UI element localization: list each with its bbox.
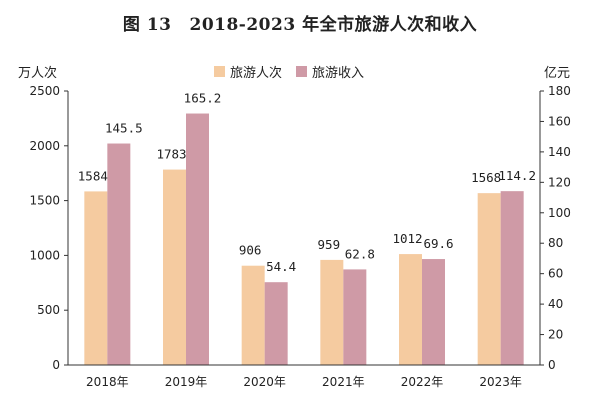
right-tick-label: 40 [548,297,563,311]
bar-revenue [422,259,445,365]
right-tick-label: 20 [548,328,563,342]
bar-visitors [320,259,344,365]
bar-visitors [241,265,265,365]
left-tick-label: 1500 [29,194,60,208]
x-tick-label: 2022年 [401,375,444,389]
x-tick-label: 2023年 [479,375,522,389]
data-label-visitors: 1012 [392,231,422,246]
title-text: 2018-2023 年全市旅游人次和收入 [189,15,478,35]
data-label-visitors: 1584 [78,168,108,183]
bar-visitors [477,193,501,365]
data-label-revenue: 62.8 [345,246,375,261]
bar-visitors [163,169,186,365]
bar-revenue [107,143,131,365]
left-tick-label: 0 [52,358,60,372]
bar-visitors [84,191,108,365]
data-label-revenue: 69.6 [423,236,453,251]
bar-revenue [264,282,288,365]
legend-swatch-visitors [214,66,225,77]
data-label-visitors: 906 [239,243,262,258]
left-tick-label: 500 [37,303,60,317]
left-tick-label: 1000 [29,248,60,262]
right-axis-unit: 亿元 [544,66,571,81]
x-tick-label: 2018年 [86,375,129,389]
x-tick-label: 2021年 [322,375,365,389]
legend-label-visitors: 旅游人次 [230,66,283,81]
legend-item-revenue: 旅游收入 [296,62,364,81]
left-tick-label: 2000 [29,139,60,153]
right-tick-label: 120 [548,175,571,189]
right-tick-label: 100 [548,206,571,220]
legend: 旅游人次 旅游收入 [214,62,364,81]
data-label-revenue: 114.2 [498,168,536,183]
bar-revenue [343,269,367,365]
legend-label-revenue: 旅游收入 [312,66,365,81]
bar-revenue [186,113,209,365]
right-tick-label: 0 [548,358,556,372]
legend-swatch-revenue [296,66,308,77]
right-tick-label: 180 [548,84,571,98]
left-axis-unit: 万人次 [18,66,58,81]
right-tick-label: 160 [548,114,571,128]
left-tick-label: 2500 [29,84,60,98]
data-label-revenue: 165.2 [184,91,222,106]
x-tick-label: 2020年 [243,375,286,389]
bar-revenue [500,191,524,365]
right-tick-label: 60 [548,267,563,281]
chart-title: 图 13 2018-2023 年全市旅游人次和收入 [0,10,600,35]
legend-item-visitors: 旅游人次 [214,62,282,81]
figure-number: 图 13 [122,15,172,35]
data-label-visitors: 959 [318,237,341,252]
data-label-visitors: 1783 [156,147,186,162]
right-tick-label: 140 [548,145,571,159]
x-tick-label: 2019年 [165,375,208,389]
data-label-visitors: 1568 [471,170,501,185]
right-tick-label: 80 [548,236,563,250]
bar-visitors [399,254,422,365]
data-label-revenue: 54.4 [266,259,296,274]
data-label-revenue: 145.5 [105,121,143,136]
